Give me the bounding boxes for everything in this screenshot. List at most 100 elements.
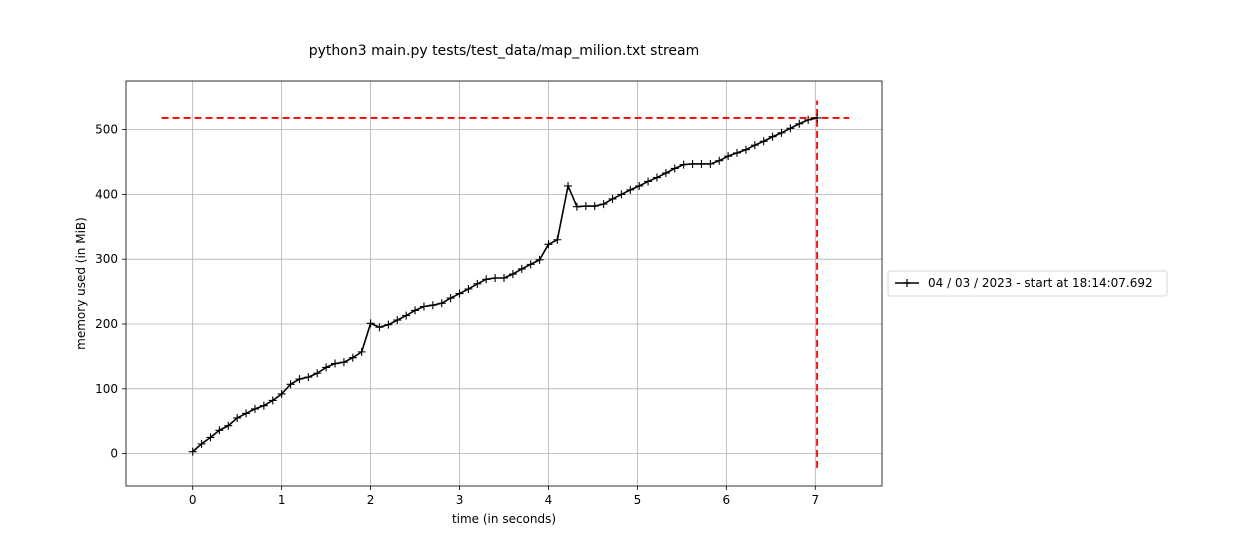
data-point-marker xyxy=(661,169,670,178)
data-point-marker xyxy=(482,275,491,284)
data-point-marker xyxy=(590,202,599,211)
reference-lines xyxy=(161,100,850,468)
data-point-marker xyxy=(286,380,295,389)
data-point-marker xyxy=(750,141,759,150)
x-axis-label: time (in seconds) xyxy=(452,512,556,526)
data-point-marker xyxy=(366,319,375,328)
data-point-marker xyxy=(313,369,322,378)
x-tick-label: 4 xyxy=(545,493,553,507)
data-point-marker xyxy=(259,401,268,410)
data-point-marker xyxy=(635,181,644,190)
y-axis: 0 100 200 300 400 500 xyxy=(95,123,126,461)
chart-title: python3 main.py tests/test_data/map_mili… xyxy=(309,43,700,59)
y-tick-label: 200 xyxy=(95,317,118,331)
data-point-marker xyxy=(599,200,608,209)
data-point-marker xyxy=(215,426,224,435)
plot-frame xyxy=(125,80,883,487)
data-point-marker xyxy=(500,273,508,282)
data-point-marker xyxy=(437,299,446,308)
legend-box xyxy=(887,270,1168,297)
data-point-marker xyxy=(491,273,500,282)
data-point-marker xyxy=(706,159,715,168)
data-point-marker xyxy=(197,439,206,448)
data-point-marker xyxy=(393,316,402,325)
data-point-marker xyxy=(339,358,348,367)
data-point-marker xyxy=(581,202,590,211)
data-point-marker xyxy=(268,396,277,405)
legend: 04 / 03 / 2023 - start at 18:14:07.692 xyxy=(887,270,1168,297)
data-point-marker xyxy=(768,132,777,141)
data-point-marker xyxy=(553,235,562,244)
data-point-marker xyxy=(446,294,455,303)
data-point-marker xyxy=(679,160,688,169)
data-point-marker xyxy=(233,413,242,422)
data-point-marker xyxy=(564,181,573,190)
y-tick-label: 100 xyxy=(95,382,118,396)
data-point-marker xyxy=(224,421,233,430)
data-point-marker xyxy=(242,409,251,418)
data-point-marker xyxy=(715,156,724,165)
data-point-marker xyxy=(804,115,813,124)
x-tick-label: 5 xyxy=(634,493,642,507)
y-tick-label: 300 xyxy=(95,252,118,266)
data-point-marker xyxy=(733,148,742,157)
data-point-marker xyxy=(277,389,286,398)
data-point-marker xyxy=(517,264,526,273)
data-point-marker xyxy=(304,373,313,382)
data-point-marker xyxy=(348,353,357,362)
data-point-marker xyxy=(295,375,304,384)
data-point-marker xyxy=(626,185,635,194)
x-tick-label: 2 xyxy=(367,493,375,507)
data-point-marker xyxy=(473,279,482,288)
data-point-marker xyxy=(411,306,420,315)
data-point-marker xyxy=(697,159,706,168)
series-layer xyxy=(188,113,822,456)
data-point-marker xyxy=(384,320,393,329)
x-tick-label: 0 xyxy=(189,493,197,507)
data-point-marker xyxy=(535,255,544,264)
y-axis-label: memory used (in MiB) xyxy=(74,217,88,350)
data-point-marker xyxy=(777,128,786,137)
data-point-marker xyxy=(419,302,428,311)
data-point-marker xyxy=(741,145,750,154)
legend-marker xyxy=(903,279,911,287)
legend-label: 04 / 03 / 2023 - start at 18:14:07.692 xyxy=(928,276,1153,290)
data-point-marker xyxy=(608,194,617,203)
data-point-marker xyxy=(357,347,366,356)
data-point-marker xyxy=(795,119,804,128)
data-point-marker xyxy=(322,363,331,372)
data-point-marker xyxy=(206,433,215,442)
y-tick-label: 0 xyxy=(110,447,118,461)
data-point-marker xyxy=(644,177,653,186)
data-point-marker xyxy=(813,113,822,122)
data-point-marker xyxy=(331,359,340,368)
x-axis: 0 1 2 3 4 5 6 7 xyxy=(189,486,819,507)
x-tick-label: 3 xyxy=(456,493,464,507)
data-point-marker xyxy=(402,311,411,320)
data-point-marker xyxy=(188,447,197,456)
data-point-marker xyxy=(724,152,733,161)
data-point-marker xyxy=(455,289,464,298)
data-point-marker xyxy=(375,323,384,332)
data-point-marker xyxy=(464,285,473,294)
data-point-marker xyxy=(652,173,661,182)
data-point-marker xyxy=(508,270,517,279)
data-point-marker xyxy=(759,137,768,146)
data-point-marker xyxy=(250,404,259,413)
x-tick-label: 1 xyxy=(278,493,286,507)
data-point-marker xyxy=(617,190,626,199)
data-point-marker xyxy=(544,240,553,249)
grid-lines xyxy=(126,81,882,486)
data-point-marker xyxy=(526,260,535,269)
x-tick-label: 6 xyxy=(723,493,731,507)
y-tick-label: 500 xyxy=(95,123,118,137)
data-point-marker xyxy=(670,164,679,173)
y-tick-label: 400 xyxy=(95,187,118,201)
data-point-marker xyxy=(786,124,795,133)
data-point-marker xyxy=(572,202,581,211)
x-tick-label: 7 xyxy=(811,493,819,507)
data-point-marker xyxy=(428,301,437,310)
data-point-marker xyxy=(688,159,697,168)
